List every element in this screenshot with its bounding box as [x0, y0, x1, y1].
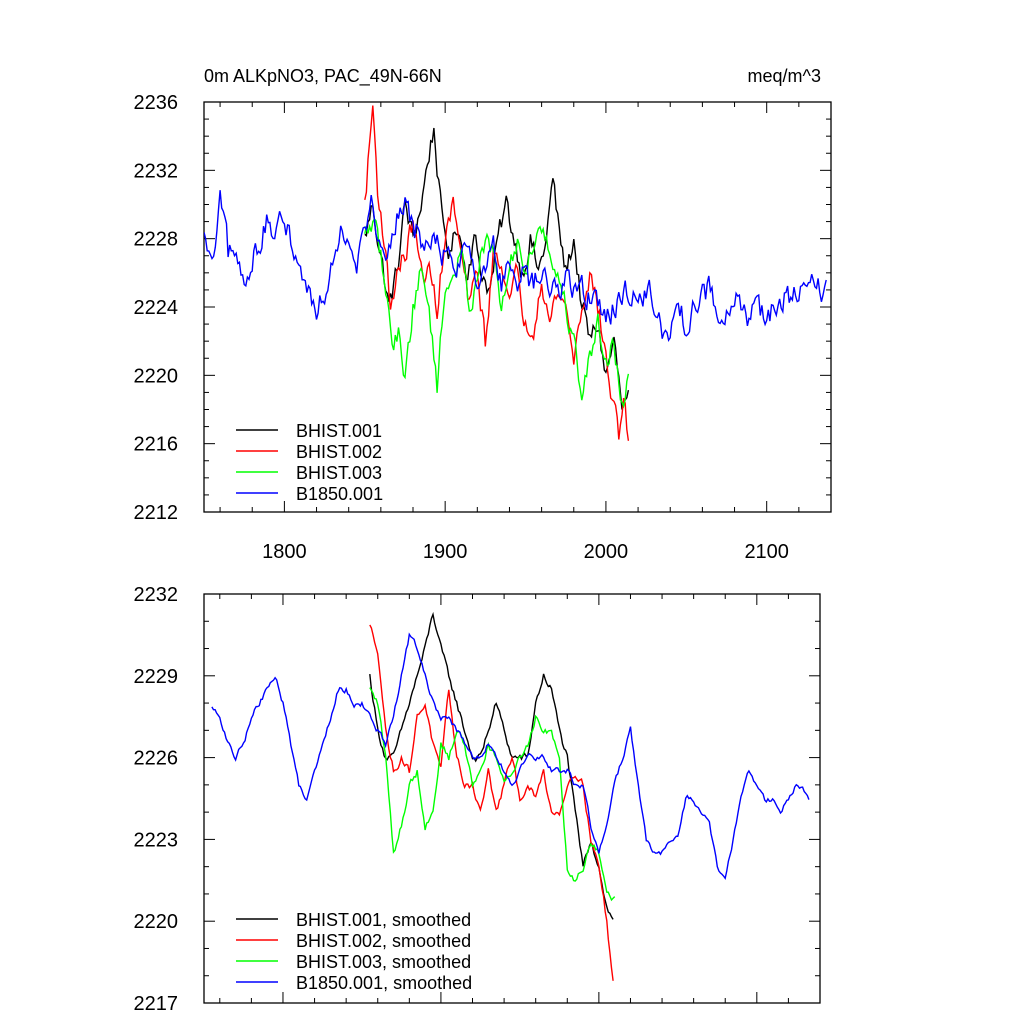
plot-frame [203, 593, 821, 1004]
x-tick-label: 2100 [744, 541, 789, 563]
legend-label: BHIST.002, smoothed [296, 931, 471, 951]
y-tick-label: 2212 [134, 502, 179, 524]
legend-label: BHIST.001, smoothed [296, 910, 471, 930]
series-line-3 [204, 190, 827, 342]
legend-label: BHIST.001 [296, 421, 382, 441]
y-tick-label: 2228 [134, 229, 179, 251]
x-tick-label: 1800 [262, 541, 307, 563]
legend-label: BHIST.003, smoothed [296, 952, 471, 972]
series-line-1 [369, 624, 614, 981]
legend-label: BHIST.002 [296, 442, 382, 462]
y-tick-label: 2226 [134, 748, 179, 770]
x-tick-label: 2000 [584, 541, 629, 563]
legend-label: BHIST.003 [296, 463, 382, 483]
top-title-right: meq/m^3 [748, 66, 821, 86]
legend-label: B1850.001, smoothed [296, 973, 472, 993]
top-title-left: 0m ALKpNO3, PAC_49N-66N [204, 66, 442, 87]
y-tick-label: 2232 [134, 160, 179, 182]
y-tick-label: 2224 [134, 297, 179, 319]
y-tick-label: 2229 [134, 666, 179, 688]
y-tick-label: 2217 [134, 993, 179, 1015]
y-tick-label: 2232 [134, 584, 179, 606]
y-tick-label: 2220 [134, 911, 179, 933]
series-line-1 [364, 105, 630, 441]
y-tick-label: 2220 [134, 365, 179, 387]
bottom-plot: 2217 2220 2223 2226 2229 2232 BHIST.001, smoot… [134, 584, 821, 1015]
series-line-2 [364, 217, 630, 409]
y-tick-label: 2223 [134, 829, 179, 851]
series-line-3 [211, 632, 810, 880]
series-line-0 [369, 611, 614, 920]
series-line-0 [364, 127, 630, 410]
x-tick-label: 1900 [423, 541, 468, 563]
legend-label: B1850.001 [296, 484, 383, 504]
y-tick-label: 2216 [134, 434, 179, 456]
top-plot: 0m ALKpNO3, PAC_49N-66N meq/m^3 1800 1900… [134, 66, 832, 563]
y-tick-label: 2236 [134, 92, 179, 114]
